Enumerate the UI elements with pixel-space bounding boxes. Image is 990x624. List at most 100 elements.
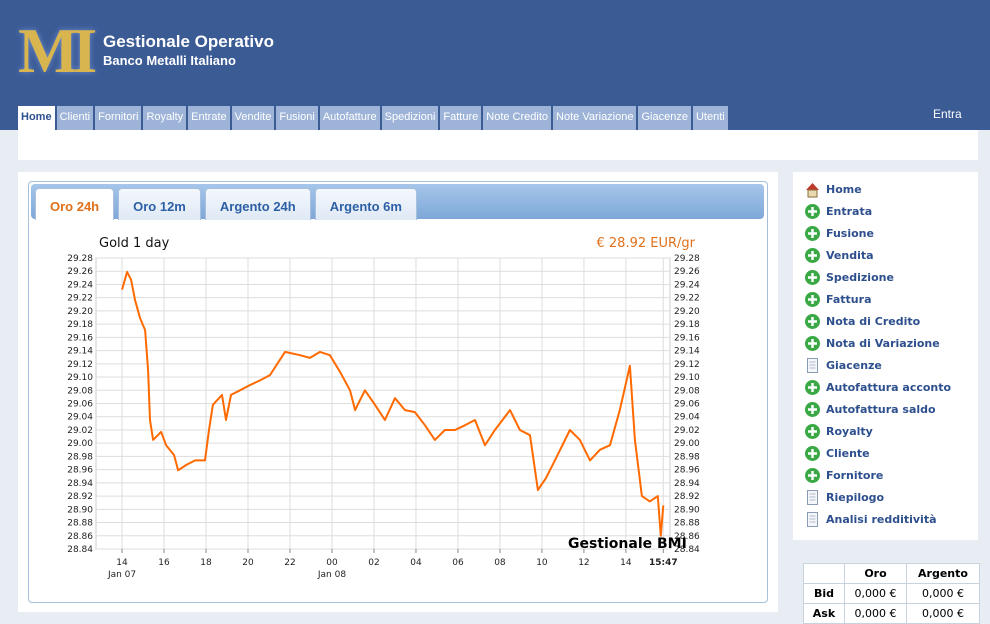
y2-tick-label: 29.06	[674, 400, 700, 410]
y2-tick-label: 29.20	[674, 307, 700, 317]
link-label: Riepilogo	[826, 490, 885, 504]
link-label: Fattura	[826, 292, 872, 306]
row-header: Ask	[803, 603, 845, 624]
y2-tick-label: 28.96	[674, 466, 700, 476]
y-tick-label: 29.16	[67, 333, 93, 343]
sidebar-link[interactable]: Fusione	[804, 222, 951, 244]
tab[interactable]: Argento 6m	[314, 188, 417, 220]
tab[interactable]: Argento 24h	[204, 188, 311, 220]
chart-title: Gold 1 day	[99, 236, 170, 251]
sidebar-link[interactable]: Fattura	[804, 288, 951, 310]
y-tick-label: 29.10	[67, 373, 93, 383]
sidebar-link[interactable]: Analisi redditività	[804, 508, 951, 530]
nav-item[interactable]: Entrate	[188, 106, 230, 130]
link-icon	[805, 269, 820, 285]
sidebar-link[interactable]: Riepilogo	[804, 486, 951, 508]
y-tick-label: 29.08	[67, 386, 93, 396]
y-tick-label: 28.98	[67, 452, 93, 462]
nav-item[interactable]: Fornitori	[95, 106, 142, 130]
price-label: € 28.92 EUR/gr	[597, 236, 696, 251]
nav-item[interactable]: Fatture	[440, 106, 482, 130]
y2-tick-label: 28.84	[674, 545, 700, 555]
x-date-label: Jan 07	[107, 570, 136, 580]
link-icon	[807, 357, 818, 373]
chart: 28.84 28.84 28.86 28.86 28.88 28.88 28.90 28.90…	[67, 236, 700, 580]
nav-item[interactable]: Vendite	[231, 106, 275, 130]
x-tick-label: 02	[368, 558, 379, 568]
column-header: Argento	[906, 563, 980, 584]
y-tick-label: 28.88	[67, 519, 93, 529]
link-icon	[807, 511, 818, 527]
y2-tick-label: 29.28	[674, 254, 700, 264]
nav-item[interactable]: Clienti	[56, 106, 94, 130]
corner-cell	[803, 563, 845, 584]
sidebar-link[interactable]: Entrata	[804, 200, 951, 222]
y2-tick-label: 29.24	[674, 280, 700, 290]
y-tick-label: 28.90	[67, 505, 93, 515]
sidebar-link[interactable]: Giacenze	[804, 354, 951, 376]
price-line	[121, 270, 665, 537]
nav-item[interactable]: Giacenze	[638, 106, 691, 130]
login-link[interactable]: Entra	[933, 107, 962, 121]
tab[interactable]: Oro 24h	[35, 188, 115, 220]
x-tick-label: 20	[242, 558, 254, 568]
link-label: Fornitore	[826, 468, 884, 482]
y-tick-label: 29.22	[67, 294, 93, 304]
watermark: Gestionale BMI	[568, 536, 687, 552]
x-tick-label: 00	[326, 558, 338, 568]
nav-item[interactable]: Autofatture	[319, 106, 380, 130]
logo: MI	[18, 15, 97, 86]
y-tick-label: 28.92	[67, 492, 93, 502]
y2-tick-label: 29.14	[674, 347, 700, 357]
y2-tick-label: 28.98	[674, 452, 700, 462]
x-date-label: Jan 08	[317, 570, 346, 580]
y-tick-label: 29.04	[67, 413, 93, 423]
tabs: Oro 24h Oro 12m Argento 24h Argento 6m	[35, 188, 417, 220]
y-tick-label: 28.94	[67, 479, 93, 489]
x-tick-label: 08	[494, 558, 506, 568]
sidebar-links: Home Entrata Fusione Vendita Spedizione Fattu…	[804, 178, 951, 530]
price-row: Bid 0,000 €0,000 €	[803, 583, 980, 604]
link-icon	[805, 379, 820, 395]
sidebar-link[interactable]: Nota di Variazione	[804, 332, 951, 354]
nav-item[interactable]: Utenti	[692, 106, 728, 130]
nav-item[interactable]: Royalty	[143, 106, 187, 130]
link-label: Cliente	[826, 446, 870, 460]
sidebar-link[interactable]: Nota di Credito	[804, 310, 951, 332]
sidebar-link[interactable]: Autofattura acconto	[804, 376, 951, 398]
sidebar-link[interactable]: Home	[804, 178, 951, 200]
y2-tick-label: 28.86	[674, 532, 700, 542]
y-tick-label: 28.84	[67, 545, 93, 555]
nav-item[interactable]: Fusioni	[276, 106, 318, 130]
y-tick-label: 28.86	[67, 532, 93, 542]
tab[interactable]: Oro 12m	[118, 188, 201, 220]
price-table: Oro Argento Bid 0,000 €0,000 € Ask 0,000 €0,0…	[803, 563, 980, 624]
nav-item[interactable]: Note Variazione	[553, 106, 637, 130]
sidebar-link[interactable]: Spedizione	[804, 266, 951, 288]
x-tick-label: 16	[158, 558, 170, 568]
y2-tick-label: 28.88	[674, 519, 700, 529]
link-label: Home	[826, 182, 862, 196]
y2-tick-label: 28.94	[674, 479, 700, 489]
y2-tick-label: 29.02	[674, 426, 700, 436]
y2-tick-label: 29.26	[674, 267, 700, 277]
link-icon	[805, 401, 820, 417]
link-icon	[805, 291, 820, 307]
nav-item[interactable]: Note Credito	[483, 106, 552, 130]
sidebar-link[interactable]: Autofattura saldo	[804, 398, 951, 420]
price-cell: 0,000 €	[844, 583, 907, 604]
sidebar-link[interactable]: Cliente	[804, 442, 951, 464]
link-label: Analisi redditività	[826, 512, 937, 526]
sidebar-link[interactable]: Fornitore	[804, 464, 951, 486]
sidebar-link[interactable]: Royalty	[804, 420, 951, 442]
link-icon	[805, 225, 820, 241]
x-tick-label: 14	[620, 558, 632, 568]
nav-bar: Home Clienti Fornitori Royalty Entrate Vendit…	[18, 106, 728, 130]
link-label: Autofattura saldo	[826, 402, 936, 416]
nav-item[interactable]: Home	[18, 106, 55, 130]
sidebar-link[interactable]: Vendita	[804, 244, 951, 266]
nav-item[interactable]: Spedizioni	[381, 106, 439, 130]
link-label: Entrata	[826, 204, 873, 218]
link-icon	[805, 467, 820, 483]
